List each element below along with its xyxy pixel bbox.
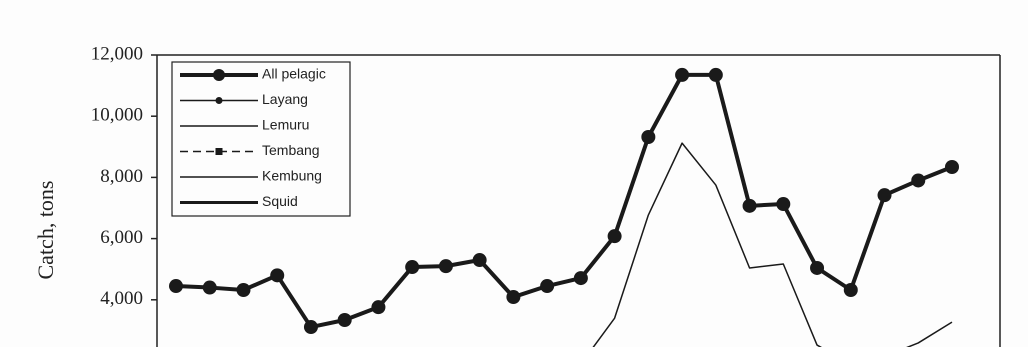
legend-marker (213, 69, 225, 81)
data-point (169, 279, 183, 294)
data-point (371, 300, 386, 315)
data-point (641, 130, 656, 145)
y-tick-label: 8,000 (100, 166, 143, 187)
legend-marker (215, 148, 223, 155)
data-point (506, 290, 521, 305)
data-point (810, 260, 825, 275)
legend-box (171, 61, 351, 217)
data-point (843, 283, 858, 298)
series-line (592, 142, 953, 347)
data-point (303, 320, 318, 335)
data-point (573, 271, 588, 286)
y-axis-label: Catch, tons (33, 181, 58, 280)
data-point (945, 159, 959, 174)
legend-label: Kembung (262, 168, 322, 184)
data-point (236, 283, 251, 298)
legend-label: Tembang (262, 142, 320, 158)
data-point (202, 280, 217, 295)
legend-label: Lemuru (262, 117, 309, 133)
data-point (270, 268, 285, 283)
y-tick-label: 6,000 (100, 227, 143, 248)
data-point (708, 67, 723, 82)
data-point (405, 260, 420, 275)
data-point (911, 173, 926, 188)
data-point (438, 259, 453, 274)
legend-label: Layang (262, 91, 308, 107)
data-point (607, 229, 622, 244)
data-point (877, 188, 892, 203)
y-tick-label: 12,000 (91, 43, 143, 64)
legend-label: All pelagic (262, 66, 326, 82)
legend-marker (215, 97, 223, 104)
data-point (472, 253, 487, 268)
data-point (540, 279, 555, 294)
data-point (776, 197, 791, 212)
data-point (675, 67, 690, 82)
data-point (337, 312, 352, 327)
legend-label: Squid (262, 193, 298, 209)
data-point (742, 198, 757, 213)
y-tick-label: 10,000 (91, 105, 143, 126)
y-tick-label: 4,000 (100, 288, 143, 309)
